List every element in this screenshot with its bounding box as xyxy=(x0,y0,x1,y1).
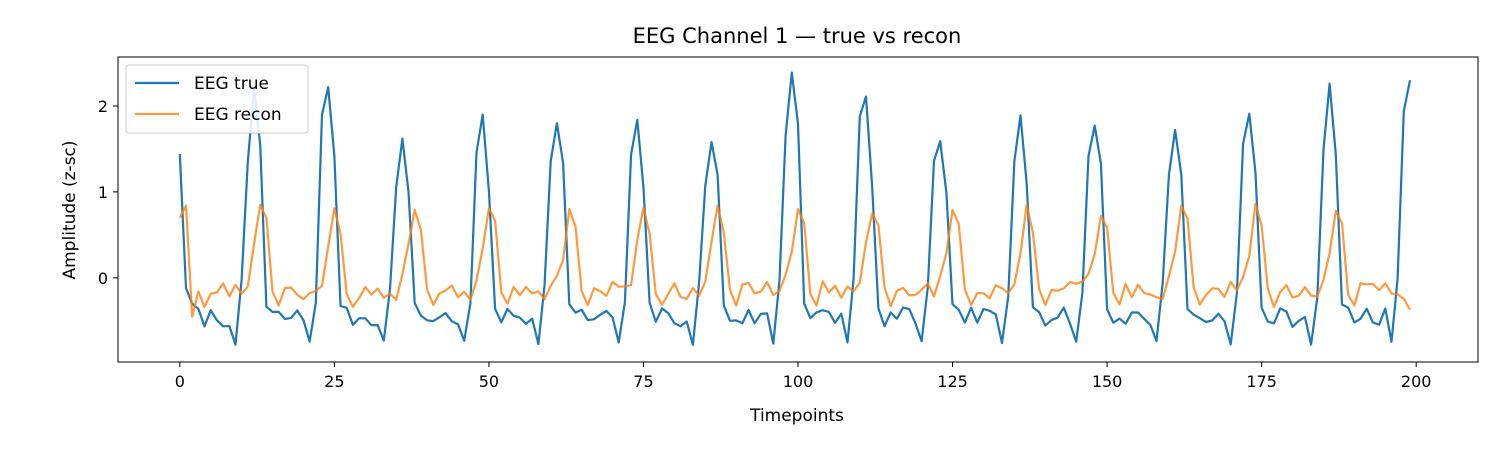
series-line-eeg-true xyxy=(178,71,1412,346)
x-tick-label: 50 xyxy=(479,372,499,391)
legend: EEG true EEG recon xyxy=(125,64,309,134)
x-tick-label: 0 xyxy=(175,372,185,391)
x-tick-label: 25 xyxy=(324,372,344,391)
x-tick-label: 100 xyxy=(783,372,814,391)
y-axis-label: Amplitude (z-sc) xyxy=(60,140,80,279)
x-tick-label: 200 xyxy=(1401,372,1432,391)
legend-label-eeg-true: EEG true xyxy=(194,74,269,94)
x-axis-label: Timepoints xyxy=(749,406,844,426)
x-tick-label: 75 xyxy=(633,372,653,391)
y-tick-label: 2 xyxy=(98,97,108,116)
series-line-eeg-recon xyxy=(178,202,1411,318)
x-tick-label: 150 xyxy=(1092,372,1123,391)
y-axis: 0 1 2 xyxy=(98,97,118,288)
chart-title: EEG Channel 1 — true vs recon xyxy=(633,24,962,48)
legend-label-eeg-recon: EEG recon xyxy=(194,105,282,125)
x-tick-label: 125 xyxy=(937,372,968,391)
y-tick-label: 1 xyxy=(98,183,108,202)
plot-area xyxy=(178,71,1412,346)
x-axis: 0 25 50 75 100 125 150 175 200 xyxy=(175,362,1432,391)
x-tick-label: 175 xyxy=(1246,372,1277,391)
y-tick-label: 0 xyxy=(98,269,108,288)
